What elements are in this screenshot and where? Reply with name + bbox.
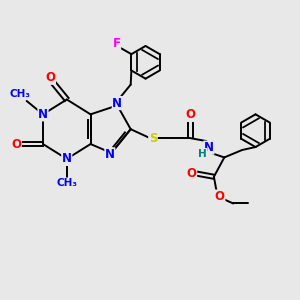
Text: N: N	[62, 152, 72, 165]
Text: N: N	[38, 108, 48, 121]
Text: N: N	[105, 148, 115, 161]
Text: F: F	[112, 37, 121, 50]
Text: N: N	[112, 97, 122, 110]
Text: CH₃: CH₃	[10, 89, 31, 99]
Text: N: N	[204, 141, 214, 154]
Text: O: O	[215, 190, 225, 203]
Text: O: O	[185, 108, 195, 122]
Text: O: O	[45, 71, 56, 84]
Text: S: S	[149, 132, 157, 145]
Text: O: O	[11, 138, 21, 151]
Text: H: H	[198, 148, 207, 159]
Text: O: O	[187, 167, 196, 180]
Text: CH₃: CH₃	[56, 178, 77, 188]
